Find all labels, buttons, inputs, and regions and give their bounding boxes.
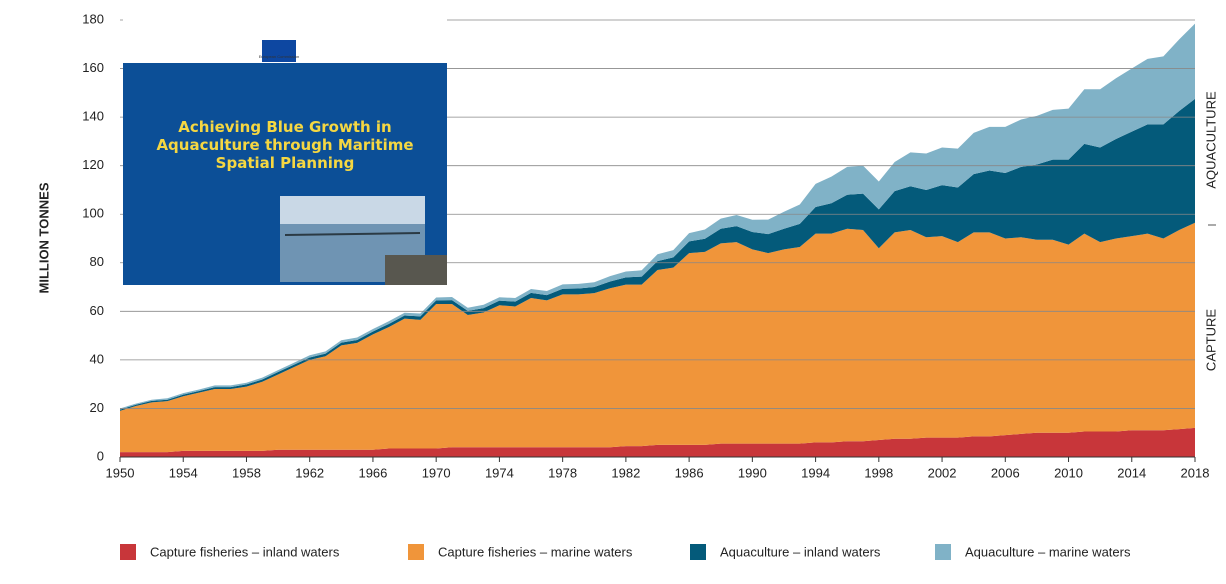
legend-label: Capture fisheries – inland waters [150,544,340,559]
x-tick-label: 1986 [675,465,704,480]
y-tick-label: 20 [90,400,104,415]
area [120,222,1195,453]
x-tick-label: 1994 [801,465,830,480]
inset-document: European Commission Achieving Blue Growt… [123,8,447,285]
inset-photo-sky [280,196,425,224]
x-tick-label: 2018 [1181,465,1210,480]
legend-label: Aquaculture – marine waters [965,544,1131,559]
x-tick-label: 2010 [1054,465,1083,480]
legend-label: Aquaculture – inland waters [720,544,881,559]
x-tick-label: 2002 [928,465,957,480]
plot-area: 0 20 40 60 80 100 120 140 160 180 1950 1954 1958 1962… [82,11,1209,480]
legend-swatch [935,544,951,560]
y-tick-label: 100 [82,206,104,221]
y-tick-label: 80 [90,254,104,269]
x-tick-label: 1978 [548,465,577,480]
inset-title-box: Achieving Blue Growth in Aquaculture thr… [156,118,414,172]
legend: Capture fisheries – inland waters Capture… [120,544,1131,560]
legend-label: Capture fisheries – marine waters [438,544,633,559]
x-tick-label: 1966 [358,465,387,480]
x-tick-label: 2014 [1117,465,1146,480]
x-tick-label: 1982 [611,465,640,480]
y-tick-label: 60 [90,303,104,318]
x-tick-label: 1950 [106,465,135,480]
inset-photo-thumb [385,255,447,285]
y-tick-label: 160 [82,60,104,75]
side-label: CAPTURE [1203,309,1218,371]
y-tick-label: 120 [82,157,104,172]
legend-swatch [408,544,424,560]
x-tick-label: 1954 [169,465,198,480]
x-tick-label: 1974 [485,465,514,480]
side-label: AQUACULTURE [1203,91,1218,189]
area [120,427,1195,457]
x-tick-label: 1970 [422,465,451,480]
eu-flag [262,40,296,62]
inset-photo-pen [284,232,421,236]
y-tick-label: 40 [90,351,104,366]
legend-swatch [120,544,136,560]
y-tick-label: 0 [97,448,104,463]
x-tick-label: 1990 [738,465,767,480]
x-tick-label: 1958 [232,465,261,480]
x-tick-label: 1998 [864,465,893,480]
x-tick-label: 1962 [295,465,324,480]
legend-swatch [690,544,706,560]
inset-title: Achieving Blue Growth in Aquaculture thr… [156,118,414,172]
y-tick-label: 140 [82,109,104,124]
y-axis-label: MILLION TONNES [36,182,51,293]
y-tick-label: 180 [82,11,104,26]
x-tick-label: 2006 [991,465,1020,480]
inset-publisher: European Commission [259,54,299,59]
